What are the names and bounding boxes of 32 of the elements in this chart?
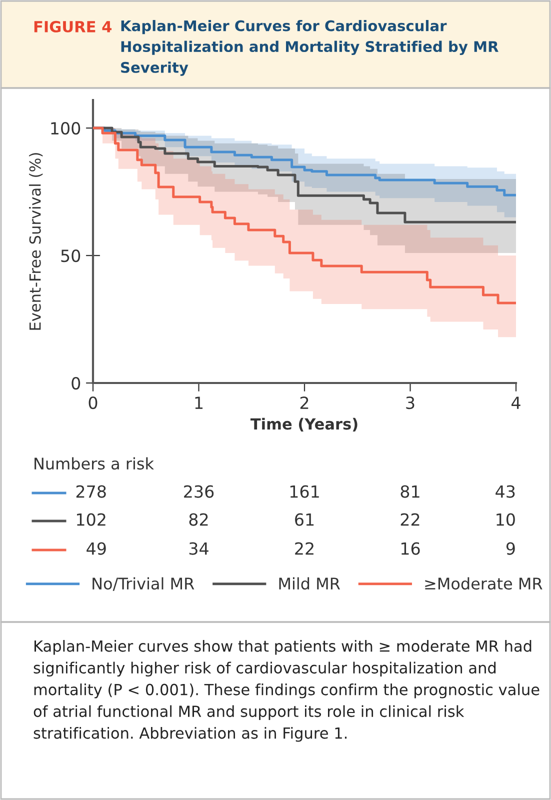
text: 16 [401, 542, 420, 555]
text: Numbers a risk [34, 457, 154, 470]
legend-label: ≥Moderate MR [425, 577, 542, 590]
text: 34 [189, 542, 208, 555]
text: 102 [77, 513, 106, 526]
y-axis-title: Event-Free Survival (%) [29, 153, 43, 330]
text: 43 [496, 485, 515, 498]
y-tick-label: 50 [61, 249, 80, 262]
chart-title: Kaplan-Meier Curves for Cardiovascular Hospitalization and Mortality Stratified by MR Severity [121, 20, 498, 76]
text: 82 [189, 513, 208, 526]
text: 236 [184, 485, 214, 498]
x-tick-label: 4 [512, 396, 520, 409]
text: 61 [295, 513, 314, 526]
legend-label: No/Trivial MR [92, 577, 194, 591]
x-axis-title: Time (Years) [250, 418, 358, 432]
text: 10 [496, 513, 515, 526]
legend-label: Mild MR [279, 577, 340, 590]
x-tick-label: 3 [406, 396, 414, 410]
y-tick-label: 100 [51, 122, 80, 135]
text: 22 [400, 513, 420, 526]
x-tick-label: 2 [300, 396, 308, 409]
text: Kaplan-Meier curves show that patients with ≥ moderate MR had significantly higher risk of cardiovascular hospitalization and mortality (P < 0.001). These findings confirm the prognostic value of atrial functional MR and support its role in clinical risk stratification. Abbreviation as in Figure 1. [34, 640, 540, 742]
text: 49 [86, 542, 106, 555]
text: 81 [400, 485, 420, 498]
caption: FIGURE 4 [34, 20, 112, 32]
text: 278 [76, 485, 106, 498]
text: 161 [290, 485, 319, 498]
y-tick-label: 0 [72, 376, 80, 390]
text: 22 [295, 542, 314, 555]
text: 9 [506, 542, 515, 555]
x-tick-label: 0 [88, 396, 98, 410]
x-tick-label: 1 [195, 396, 203, 409]
